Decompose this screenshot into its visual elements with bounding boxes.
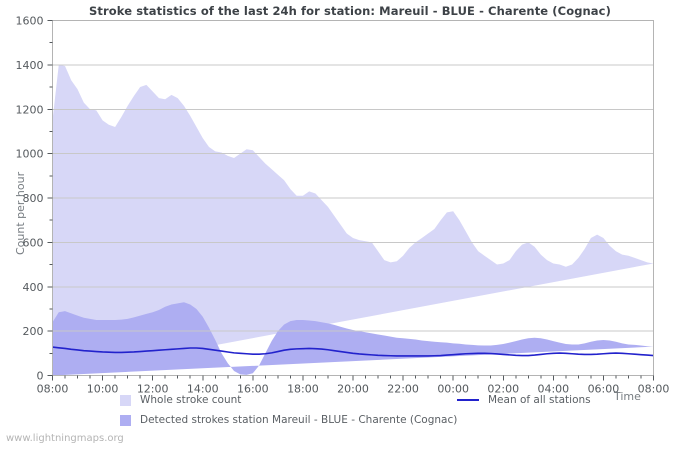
svg-text:1400: 1400 bbox=[16, 59, 44, 72]
legend-label-whole: Whole stroke count bbox=[140, 394, 242, 406]
svg-text:0: 0 bbox=[37, 370, 44, 383]
legend-swatch-whole bbox=[120, 394, 131, 406]
svg-text:08:00: 08:00 bbox=[638, 383, 670, 396]
legend-label-mean: Mean of all stations bbox=[488, 394, 591, 406]
legend-label-detected: Detected strokes station Mareuil - BLUE … bbox=[140, 414, 458, 426]
svg-text:1000: 1000 bbox=[16, 148, 44, 161]
svg-text:04:00: 04:00 bbox=[537, 383, 569, 396]
legend-line-mean bbox=[457, 399, 479, 401]
svg-text:08:00: 08:00 bbox=[37, 383, 69, 396]
legend-item-detected: Detected strokes station Mareuil - BLUE … bbox=[120, 414, 457, 426]
svg-text:18:00: 18:00 bbox=[287, 383, 319, 396]
watermark: www.lightningmaps.org bbox=[6, 433, 124, 444]
chart-title: Stroke statistics of the last 24h for st… bbox=[89, 4, 611, 18]
svg-text:600: 600 bbox=[23, 236, 44, 249]
svg-text:02:00: 02:00 bbox=[487, 383, 519, 396]
svg-text:10:00: 10:00 bbox=[87, 383, 119, 396]
legend-item-mean: Mean of all stations bbox=[457, 394, 591, 406]
axis-tick-labels: 0 200 400 600 800 1000 1200 1400 1600 08:00 10:00 1… bbox=[16, 15, 670, 396]
area-series-layer bbox=[52, 64, 654, 376]
mean-line-layer bbox=[52, 346, 654, 357]
svg-text:200: 200 bbox=[23, 325, 44, 338]
svg-text:800: 800 bbox=[23, 192, 44, 205]
svg-text:20:00: 20:00 bbox=[337, 383, 369, 396]
svg-text:400: 400 bbox=[23, 281, 44, 294]
svg-text:06:00: 06:00 bbox=[588, 383, 620, 396]
svg-text:22:00: 22:00 bbox=[387, 383, 419, 396]
svg-text:12:00: 12:00 bbox=[137, 383, 169, 396]
legend-swatch-detected bbox=[120, 414, 131, 426]
svg-text:1200: 1200 bbox=[16, 103, 44, 116]
svg-text:14:00: 14:00 bbox=[187, 383, 219, 396]
svg-text:16:00: 16:00 bbox=[237, 383, 269, 396]
x-axis-title: Time bbox=[614, 390, 641, 403]
axis-ticks bbox=[47, 20, 654, 381]
legend-item-whole: Whole stroke count bbox=[120, 394, 241, 406]
chart-legend: Whole stroke count Mean of all stations … bbox=[120, 394, 680, 429]
svg-text:00:00: 00:00 bbox=[437, 383, 469, 396]
svg-text:1600: 1600 bbox=[16, 15, 44, 28]
